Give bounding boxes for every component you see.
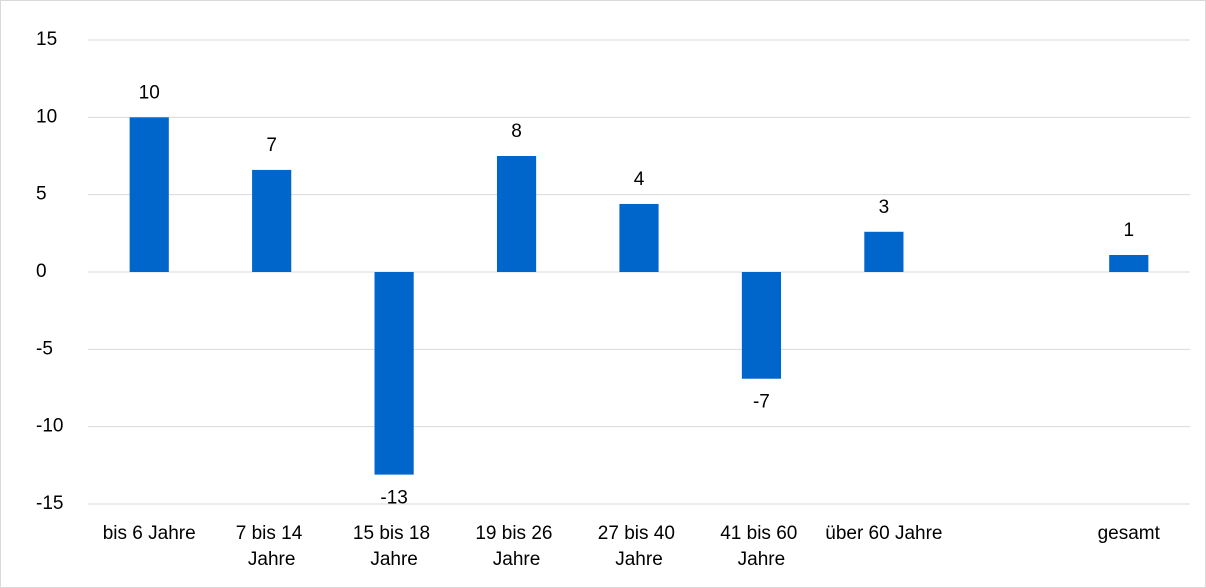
- bar: [741, 272, 782, 379]
- y-tick-label: -10: [36, 416, 63, 437]
- data-label: -13: [380, 488, 407, 509]
- bar: [129, 117, 169, 272]
- y-tick-label: -5: [36, 338, 53, 359]
- x-tick-label: 15 bis 18 Jahre: [353, 523, 435, 570]
- y-tick-label: 0: [36, 261, 47, 282]
- bar: [619, 203, 659, 272]
- y-tick-label: -15: [36, 493, 63, 514]
- data-label: -7: [753, 392, 770, 413]
- y-tick-label: 15: [36, 29, 57, 50]
- data-label: 10: [139, 82, 160, 103]
- bar: [496, 156, 537, 272]
- x-tick-label: über 60 Jahre: [825, 523, 942, 544]
- y-tick-label: 10: [36, 106, 57, 127]
- x-tick-label: 27 bis 40 Jahre: [598, 523, 680, 570]
- data-label: 4: [634, 169, 645, 190]
- bar: [864, 231, 904, 272]
- x-tick-label: gesamt: [1098, 523, 1161, 544]
- x-tick-label: bis 6 Jahre: [103, 523, 196, 544]
- bar: [374, 272, 414, 475]
- data-label: 8: [511, 121, 522, 142]
- y-tick-label: 5: [36, 184, 47, 205]
- data-label: 1: [1123, 220, 1134, 241]
- bar: [1109, 254, 1149, 272]
- bar: [252, 169, 292, 272]
- data-label: 7: [266, 135, 277, 156]
- x-tick-label: 41 bis 60 Jahre: [720, 523, 802, 570]
- x-tick-label: 19 bis 26 Jahre: [475, 523, 557, 570]
- x-tick-label: 7 bis 14 Jahre: [236, 523, 308, 570]
- data-label: 3: [879, 197, 890, 218]
